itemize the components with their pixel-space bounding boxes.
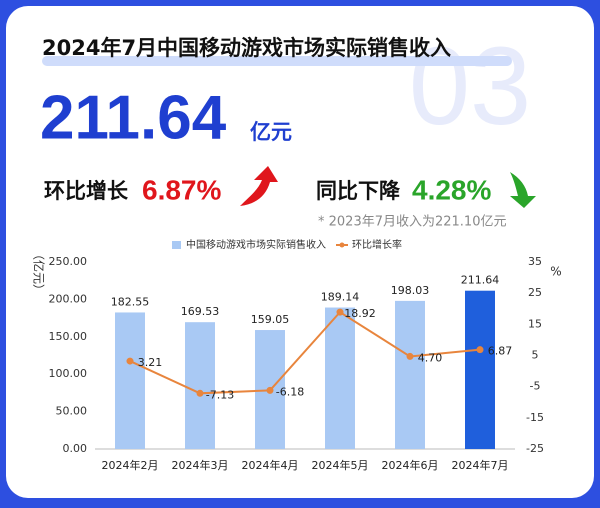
mom-label: 环比增长: [44, 179, 129, 203]
chart: 0.00 50.00 100.00 150.00 200.00 250.00 -25 -15 -…: [32, 238, 562, 472]
line-value-label: -7.13: [206, 388, 234, 401]
y2-tick-label: 15: [528, 317, 542, 330]
x-tick-label: 2024年7月: [452, 458, 509, 472]
y2-tick-label: -5: [530, 380, 541, 393]
y-tick-label: 250.00: [49, 255, 88, 268]
y2-tick-label: 25: [528, 286, 542, 299]
down-arrow: [510, 172, 536, 208]
bar-value-label: 159.05: [251, 313, 290, 326]
x-tick-label: 2024年6月: [382, 458, 439, 472]
line: [129, 310, 481, 395]
bar: [465, 290, 495, 449]
up-arrow: [240, 166, 278, 206]
line-value-label: 6.87: [488, 345, 513, 358]
line-point: [336, 308, 344, 316]
x-tick-label: 2024年5月: [312, 458, 369, 472]
x-tick-label: 2024年2月: [102, 458, 159, 472]
note: * 2023年7月收入为221.10亿元: [318, 215, 506, 230]
legend-swatch: [339, 242, 345, 248]
y-tick-label: 100.00: [49, 367, 88, 380]
y-tick-label: 150.00: [49, 330, 88, 343]
bar-value-label: 198.03: [391, 284, 430, 297]
bar-value-label: 182.55: [111, 295, 150, 308]
bar: [395, 300, 425, 449]
mom-value: 6.87%: [142, 174, 221, 205]
bar-value-label: 211.64: [461, 274, 500, 287]
y-axis-title: （亿元）: [32, 248, 47, 296]
line-point: [266, 386, 274, 394]
yoy-value: 4.28%: [412, 174, 491, 205]
title-highlight: [42, 56, 512, 66]
x-tick-label: 2024年3月: [172, 458, 229, 472]
line-value-label: 3.21: [138, 356, 163, 369]
y2-tick-label: 35: [528, 255, 542, 268]
x-tick-label: 2024年4月: [242, 458, 299, 472]
bar: [325, 307, 355, 449]
bar-value-label: 169.53: [181, 305, 220, 318]
y2-axis-title: %: [550, 265, 561, 279]
y2-tick-label: 5: [532, 349, 539, 362]
legend-swatch: [172, 241, 181, 249]
bar-value-label: 189.14: [321, 291, 360, 304]
y2-tick-label: -15: [526, 411, 544, 424]
revenue-unit: 亿元: [250, 120, 292, 144]
line-value-label: 4.70: [418, 351, 443, 364]
y-tick-label: 50.00: [56, 405, 88, 418]
line-value-label: 18.92: [344, 307, 376, 320]
line-point: [406, 352, 414, 360]
bar: [115, 312, 145, 449]
line-point: [126, 357, 134, 365]
line-point: [196, 389, 204, 397]
y-tick-label: 200.00: [49, 292, 88, 305]
y-tick-label: 0.00: [63, 442, 88, 455]
card: [6, 6, 594, 498]
line-point: [476, 346, 484, 354]
title: 2024年7月中国移动游戏市场实际销售收入: [42, 36, 451, 60]
revenue: 211.64: [40, 83, 227, 152]
legend-label: 中国移动游戏市场实际销售收入: [186, 238, 326, 251]
legend-label: 环比增长率: [352, 238, 402, 251]
y2-tick-label: -25: [526, 442, 544, 455]
line-value-label: -6.18: [276, 385, 304, 398]
bar: [185, 322, 215, 449]
badge: 03: [409, 25, 531, 148]
yoy-label: 同比下降: [316, 179, 401, 203]
